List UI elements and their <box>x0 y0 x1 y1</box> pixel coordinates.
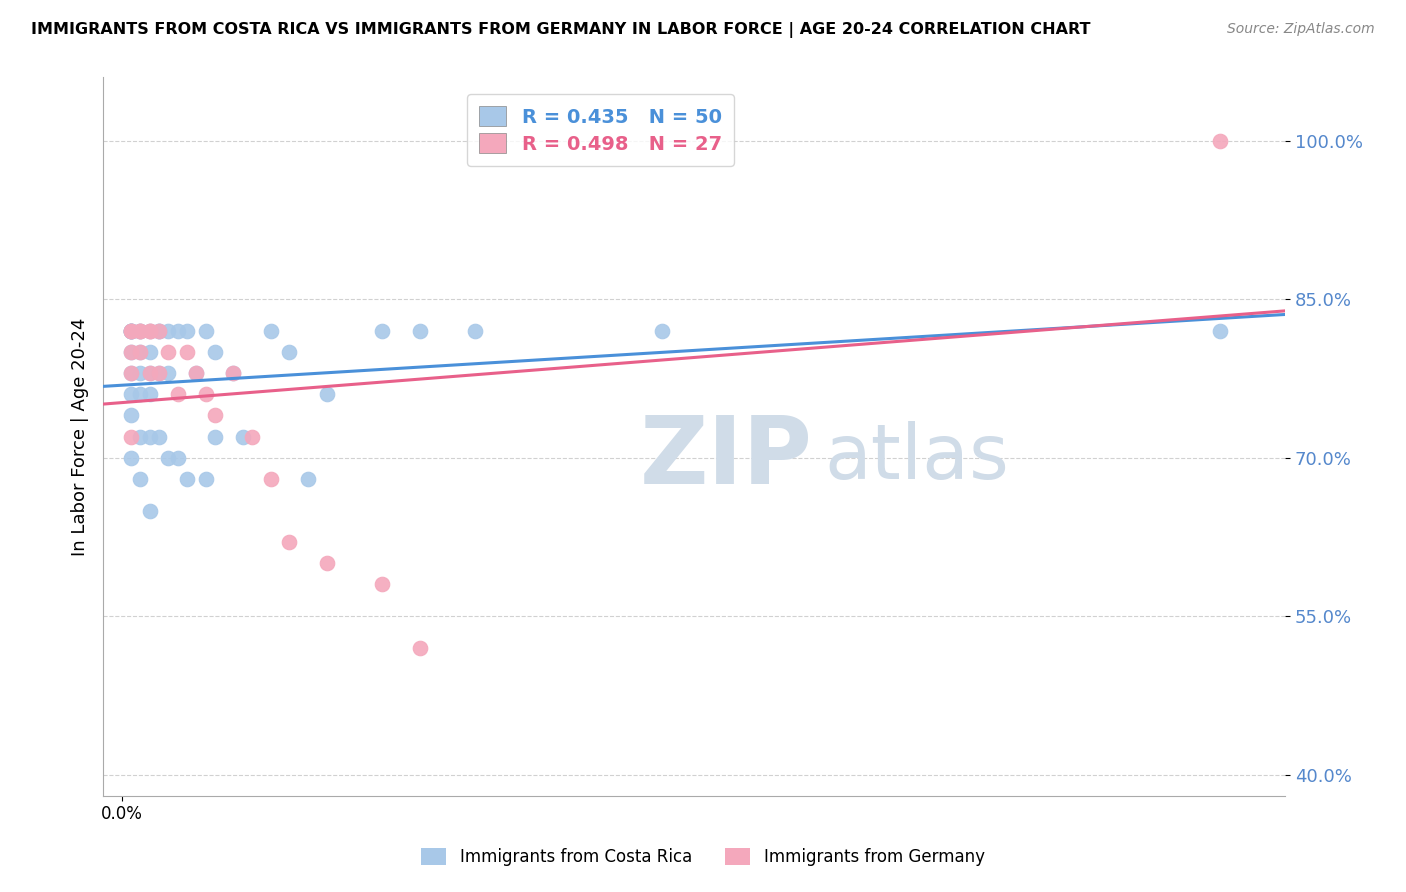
Point <box>129 472 152 486</box>
Point <box>204 409 226 423</box>
Point <box>371 324 394 338</box>
Point <box>186 366 208 380</box>
Point <box>232 429 254 443</box>
Point <box>1209 134 1232 148</box>
Point <box>120 324 142 338</box>
Point <box>120 324 142 338</box>
Point <box>120 324 142 338</box>
Point <box>120 324 142 338</box>
Point <box>194 472 217 486</box>
Point <box>408 324 430 338</box>
Point <box>138 366 160 380</box>
Point <box>260 324 283 338</box>
Point <box>129 324 152 338</box>
Point <box>166 387 188 401</box>
Point <box>260 472 283 486</box>
Point <box>651 324 673 338</box>
Point <box>148 324 170 338</box>
Point <box>157 366 180 380</box>
Point <box>240 429 263 443</box>
Point <box>138 324 160 338</box>
Point <box>186 366 208 380</box>
Point <box>129 345 152 359</box>
Point <box>120 345 142 359</box>
Point <box>120 366 142 380</box>
Point <box>204 429 226 443</box>
Point <box>129 366 152 380</box>
Point <box>176 472 198 486</box>
Point <box>194 324 217 338</box>
Point <box>120 345 142 359</box>
Text: IMMIGRANTS FROM COSTA RICA VS IMMIGRANTS FROM GERMANY IN LABOR FORCE | AGE 20-24: IMMIGRANTS FROM COSTA RICA VS IMMIGRANTS… <box>31 22 1091 38</box>
Point <box>129 324 152 338</box>
Point <box>120 324 142 338</box>
Point <box>204 345 226 359</box>
Point <box>120 387 142 401</box>
Point <box>138 429 160 443</box>
Point <box>148 366 170 380</box>
Point <box>297 472 319 486</box>
Legend: Immigrants from Costa Rica, Immigrants from Germany: Immigrants from Costa Rica, Immigrants f… <box>413 840 993 875</box>
Point <box>129 429 152 443</box>
Point <box>464 324 486 338</box>
Point <box>138 324 160 338</box>
Point <box>166 450 188 465</box>
Point <box>157 345 180 359</box>
Y-axis label: In Labor Force | Age 20-24: In Labor Force | Age 20-24 <box>72 318 89 556</box>
Point <box>120 324 142 338</box>
Point <box>129 324 152 338</box>
Text: ZIP: ZIP <box>640 412 813 504</box>
Point <box>315 387 337 401</box>
Point <box>222 366 245 380</box>
Point <box>138 387 160 401</box>
Point <box>222 366 245 380</box>
Point <box>120 366 142 380</box>
Point <box>138 366 160 380</box>
Legend: R = 0.435   N = 50, R = 0.498   N = 27: R = 0.435 N = 50, R = 0.498 N = 27 <box>467 95 734 166</box>
Point <box>148 366 170 380</box>
Point <box>120 450 142 465</box>
Point <box>194 387 217 401</box>
Point <box>278 345 301 359</box>
Point <box>129 345 152 359</box>
Point <box>120 429 142 443</box>
Point <box>138 345 160 359</box>
Point <box>315 557 337 571</box>
Point <box>129 387 152 401</box>
Point <box>1209 324 1232 338</box>
Point <box>278 535 301 549</box>
Point <box>176 345 198 359</box>
Text: Source: ZipAtlas.com: Source: ZipAtlas.com <box>1227 22 1375 37</box>
Point <box>176 324 198 338</box>
Point <box>166 324 188 338</box>
Point <box>148 324 170 338</box>
Point <box>120 409 142 423</box>
Point <box>408 640 430 655</box>
Point <box>120 324 142 338</box>
Point <box>157 324 180 338</box>
Point <box>148 429 170 443</box>
Text: atlas: atlas <box>824 421 1010 495</box>
Point <box>138 324 160 338</box>
Point <box>371 577 394 591</box>
Point <box>138 503 160 517</box>
Point <box>129 324 152 338</box>
Point <box>148 324 170 338</box>
Point <box>157 450 180 465</box>
